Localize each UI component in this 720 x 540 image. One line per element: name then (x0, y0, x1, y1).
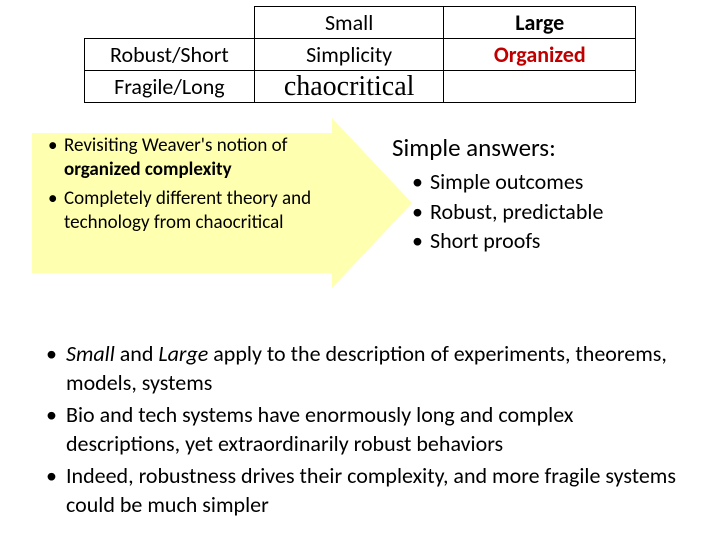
table-cell-simplicity: Simplicity (254, 39, 444, 71)
bottom-bullet-1: Bio and tech systems have enormously lon… (46, 401, 686, 458)
table: Small Large Robust/Short Simplicity Orga… (84, 6, 636, 103)
arrow-bullet-0: Revisiting Weaver's notion of organized … (48, 134, 328, 183)
table-header-small: Small (254, 7, 444, 39)
table-cell-chaocritical: chaocritical (254, 71, 444, 103)
bottom-bullet-2: Indeed, robustness drives their complexi… (46, 462, 686, 519)
table-cell-organized: Organized (444, 39, 636, 71)
bottom-bullet-0: Small and Large apply to the description… (46, 340, 686, 397)
table-row-robust-label: Robust/Short (85, 39, 255, 71)
table-cell-empty (444, 71, 636, 103)
answers-item-0: Simple outcomes (412, 167, 692, 197)
table-row-fragile-label: Fragile/Long (85, 71, 255, 103)
arrow-text: Revisiting Weaver's notion of organized … (48, 134, 328, 239)
arrow-bullet-1: Completely different theory and technolo… (48, 187, 328, 236)
arrow-callout: Revisiting Weaver's notion of organized … (32, 118, 412, 288)
bottom-b0-mid: and (115, 340, 159, 367)
arrow-b0-pre: Revisiting Weaver's notion of (64, 134, 287, 157)
table-header-large: Large (444, 7, 636, 39)
simple-answers: Simple answers: Simple outcomes Robust, … (392, 132, 692, 256)
bottom-b0-i1: Small (66, 340, 115, 367)
concept-table: Small Large Robust/Short Simplicity Orga… (84, 6, 636, 103)
bottom-notes: Small and Large apply to the description… (46, 340, 686, 524)
answers-item-2: Short proofs (412, 226, 692, 256)
answers-item-1: Robust, predictable (412, 197, 692, 227)
answers-list: Simple outcomes Robust, predictable Shor… (392, 167, 692, 256)
answers-title: Simple answers: (392, 132, 692, 163)
table-empty-cell (85, 7, 255, 39)
arrow-b0-bold: organized complexity (64, 158, 232, 181)
bottom-b0-i2: Large (158, 340, 208, 367)
